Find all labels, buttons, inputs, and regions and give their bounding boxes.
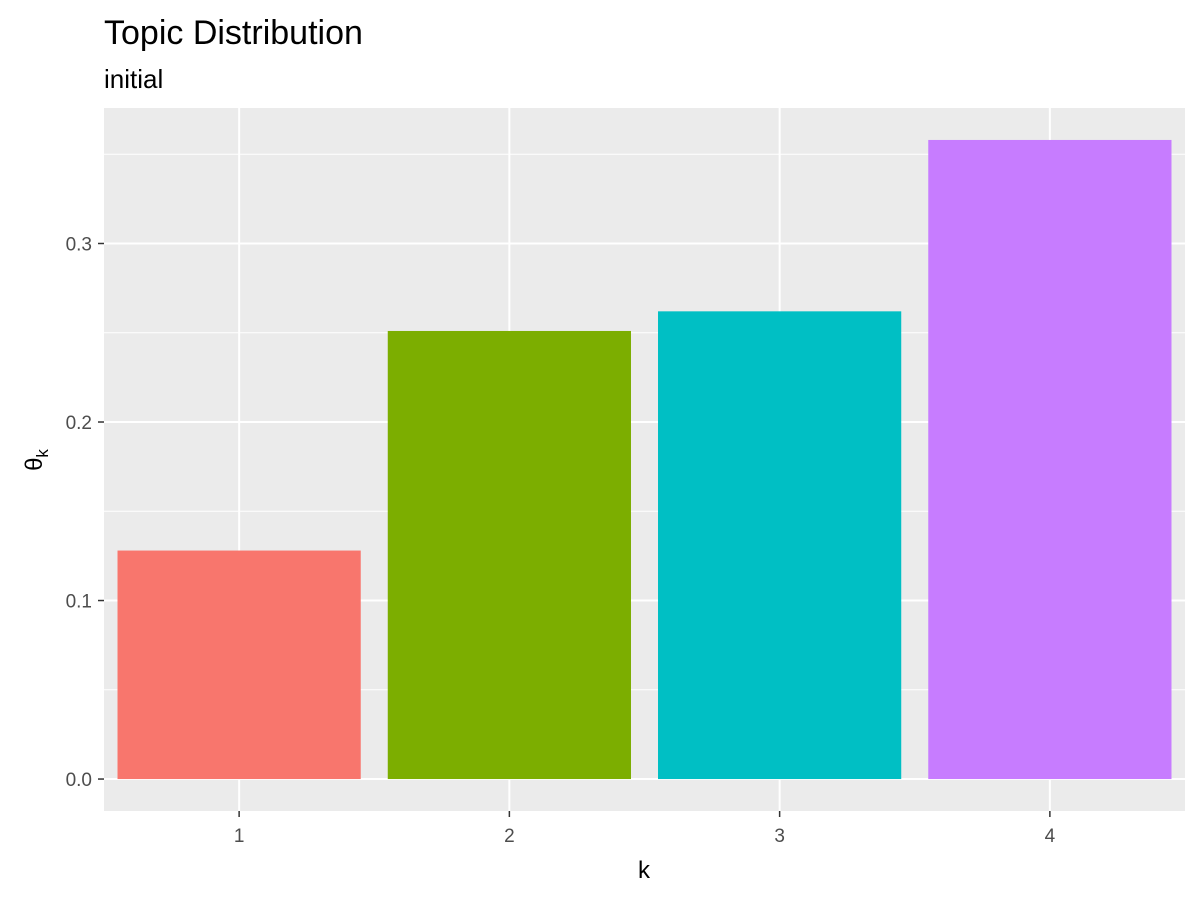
y-tick-label: 0.3 [66, 234, 92, 255]
chart-title: Topic Distribution [104, 14, 363, 52]
bars [117, 139, 1172, 780]
bar-2 [387, 330, 631, 780]
x-tick-label: 3 [774, 826, 785, 847]
y-axis-title-symbol: θ [21, 458, 48, 471]
y-tick-label: 0.1 [66, 592, 92, 613]
chart-subtitle: initial [104, 64, 163, 94]
y-axis-title: θk [21, 449, 52, 471]
bar-1 [117, 550, 361, 780]
y-tick-label: 0.2 [66, 413, 92, 434]
x-tick-label: 4 [1045, 826, 1056, 847]
x-axis-title: k [638, 857, 651, 884]
bar-3 [658, 311, 902, 780]
x-tick-label: 2 [504, 826, 515, 847]
y-axis-title-subscript: k [33, 449, 52, 458]
x-tick-label: 1 [234, 826, 245, 847]
y-tick-label: 0.0 [66, 770, 92, 791]
axes: 0.0 0.1 0.2 0.3 1 2 3 4 [66, 234, 1056, 847]
bar-4 [928, 139, 1172, 780]
